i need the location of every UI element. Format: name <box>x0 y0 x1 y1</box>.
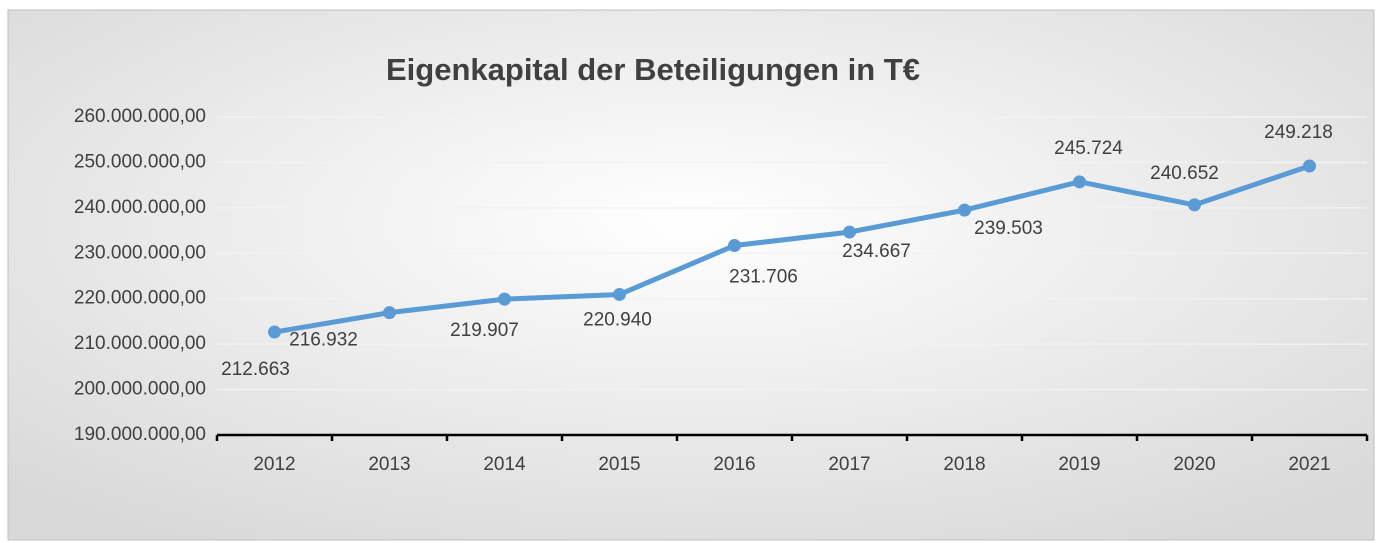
line <box>274 163 1311 335</box>
data-label: 216.932 <box>289 330 358 351</box>
y-tick-label: 230.000.000,00 <box>74 242 206 263</box>
x-tick-label: 2012 <box>253 454 295 475</box>
y-tick-label: 200.000.000,00 <box>74 379 206 400</box>
x-tick-label: 2021 <box>1288 454 1330 475</box>
y-tick-label: 210.000.000,00 <box>74 333 206 354</box>
y-tick-label: 250.000.000,00 <box>74 151 206 172</box>
point <box>613 287 626 301</box>
point <box>958 203 971 217</box>
point <box>383 306 396 320</box>
point <box>1188 198 1201 212</box>
point <box>728 239 741 253</box>
point <box>843 225 856 239</box>
y-tick-label: 240.000.000,00 <box>74 197 206 218</box>
x-tick-label: 2014 <box>483 454 526 475</box>
data-label: 240.652 <box>1150 163 1219 184</box>
y-tick-label: 260.000.000,00 <box>74 106 206 127</box>
x-tick-label: 2020 <box>1173 454 1215 475</box>
x-tick-label: 2018 <box>943 454 985 475</box>
data-label: 231.706 <box>729 267 798 288</box>
data-label: 245.724 <box>1054 138 1123 159</box>
data-label: 219.907 <box>450 320 519 341</box>
data-label: 212.663 <box>221 359 290 380</box>
y-tick-label: 220.000.000,00 <box>74 288 206 309</box>
x-tick-label: 2013 <box>368 454 410 475</box>
point <box>498 292 511 306</box>
data-label: 239.503 <box>974 218 1043 239</box>
x-tick-label: 2019 <box>1058 454 1100 475</box>
data-label: 249.218 <box>1264 122 1333 143</box>
chart-title: Eigenkapital der Beteiligungen in T€ <box>386 52 920 87</box>
data-label: 234.667 <box>842 241 911 262</box>
point <box>268 325 281 339</box>
chart-background <box>7 9 1375 541</box>
y-tick-label: 190.000.000,00 <box>74 424 206 445</box>
point <box>1303 159 1316 173</box>
x-tick-label: 2017 <box>828 454 870 475</box>
data-label: 220.940 <box>583 309 652 330</box>
x-tick-label: 2015 <box>598 454 640 475</box>
point <box>1073 175 1086 189</box>
x-tick-label: 2016 <box>713 454 755 475</box>
